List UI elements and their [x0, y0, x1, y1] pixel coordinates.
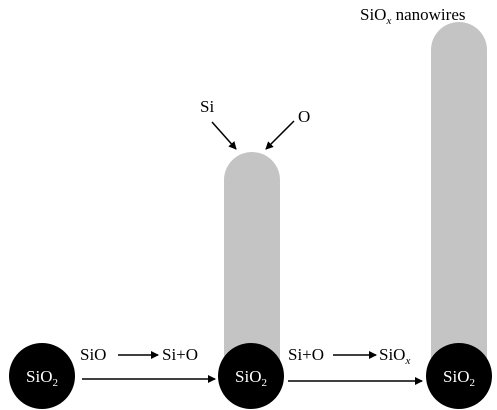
- label-sub: 2: [469, 377, 475, 389]
- label-main: SiO: [235, 367, 261, 386]
- input-label: Si: [200, 97, 214, 116]
- label-main: SiO: [26, 367, 52, 386]
- label-main: SiO: [379, 345, 405, 364]
- label-rest: nanowires: [391, 5, 465, 24]
- label-sub: 2: [261, 377, 267, 389]
- particle-label: SiO2: [26, 367, 58, 389]
- product-title: SiOx nanowires: [360, 5, 465, 27]
- label-main: SiO: [443, 367, 469, 386]
- nanowire-short: [224, 152, 280, 375]
- label-sub: x: [404, 355, 410, 367]
- particle-label: SiO2: [443, 367, 475, 389]
- label-main: SiO: [360, 5, 386, 24]
- input-arrow: [265, 120, 295, 150]
- particle: [426, 343, 492, 409]
- label-sub: x: [385, 15, 391, 27]
- reactant: Si+O: [288, 345, 324, 364]
- nanowire-long: [431, 22, 487, 375]
- product: Si+O: [162, 345, 198, 364]
- input-label: O: [298, 107, 310, 126]
- particle-label: SiO2: [235, 367, 267, 389]
- input-arrow: [211, 121, 237, 150]
- reactant: SiO: [80, 345, 106, 364]
- particle: [218, 343, 284, 409]
- product: SiOx: [379, 345, 410, 367]
- label-sub: 2: [52, 377, 58, 389]
- particle: [9, 343, 75, 409]
